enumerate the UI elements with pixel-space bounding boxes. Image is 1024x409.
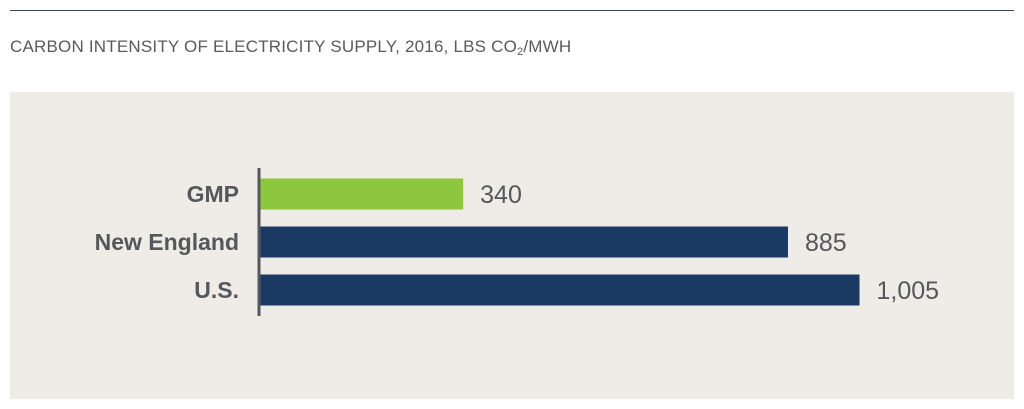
value-label-1: 885 xyxy=(805,229,847,257)
bar-chart: GMP 340 New England 885 U.S. 1,005 xyxy=(95,168,940,316)
category-label-1: New England xyxy=(95,229,239,255)
chart-title-prefix: CARBON INTENSITY OF ELECTRICITY SUPPLY, … xyxy=(10,37,518,56)
value-label-0: 340 xyxy=(480,181,522,209)
value-label-2: 1,005 xyxy=(877,277,940,305)
category-label-2: U.S. xyxy=(194,277,239,303)
bar-2 xyxy=(260,274,860,306)
chart-title-subscript: 2 xyxy=(517,46,524,58)
top-rule xyxy=(10,10,1014,11)
category-label-0: GMP xyxy=(187,181,239,207)
chart-title: CARBON INTENSITY OF ELECTRICITY SUPPLY, … xyxy=(10,37,571,58)
bar-1 xyxy=(260,226,788,258)
bar-0 xyxy=(260,178,464,210)
chart-panel: GMP 340 New England 885 U.S. 1,005 xyxy=(10,92,1014,399)
chart-title-suffix: /MWH xyxy=(523,37,572,56)
